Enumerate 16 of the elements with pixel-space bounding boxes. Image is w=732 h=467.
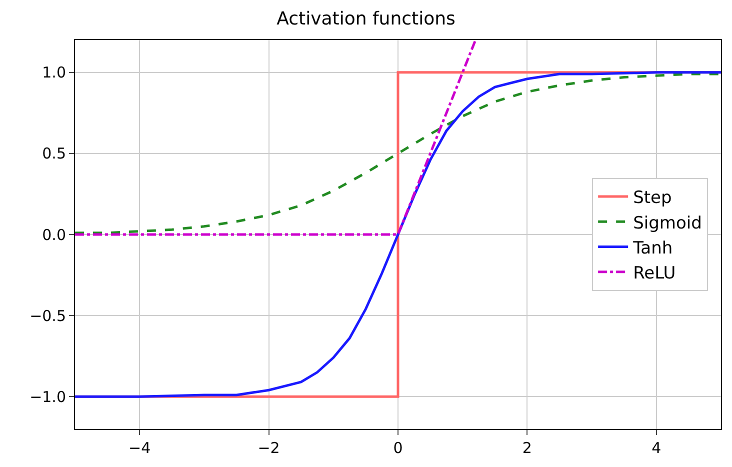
y-tick-label: −1.0: [30, 388, 66, 406]
x-tick-label: 0: [393, 439, 403, 457]
y-tick-label: 1.0: [42, 64, 66, 82]
y-tick-label: −0.5: [30, 306, 66, 325]
x-tick-label: −2: [258, 439, 280, 457]
line-series: [75, 72, 721, 234]
x-tick-label: 4: [652, 439, 662, 457]
x-tick-label: 2: [522, 439, 532, 457]
y-tick-label: 0.5: [42, 144, 66, 163]
chart-title: Activation functions: [276, 8, 456, 30]
x-tick-label: −4: [128, 439, 151, 457]
legend-label: Step: [633, 188, 672, 208]
legend-label: Sigmoid: [633, 213, 702, 234]
y-tick-label: 0.0: [42, 226, 66, 244]
legend-label: ReLU: [633, 263, 676, 284]
legend-label: Tanh: [632, 238, 673, 258]
